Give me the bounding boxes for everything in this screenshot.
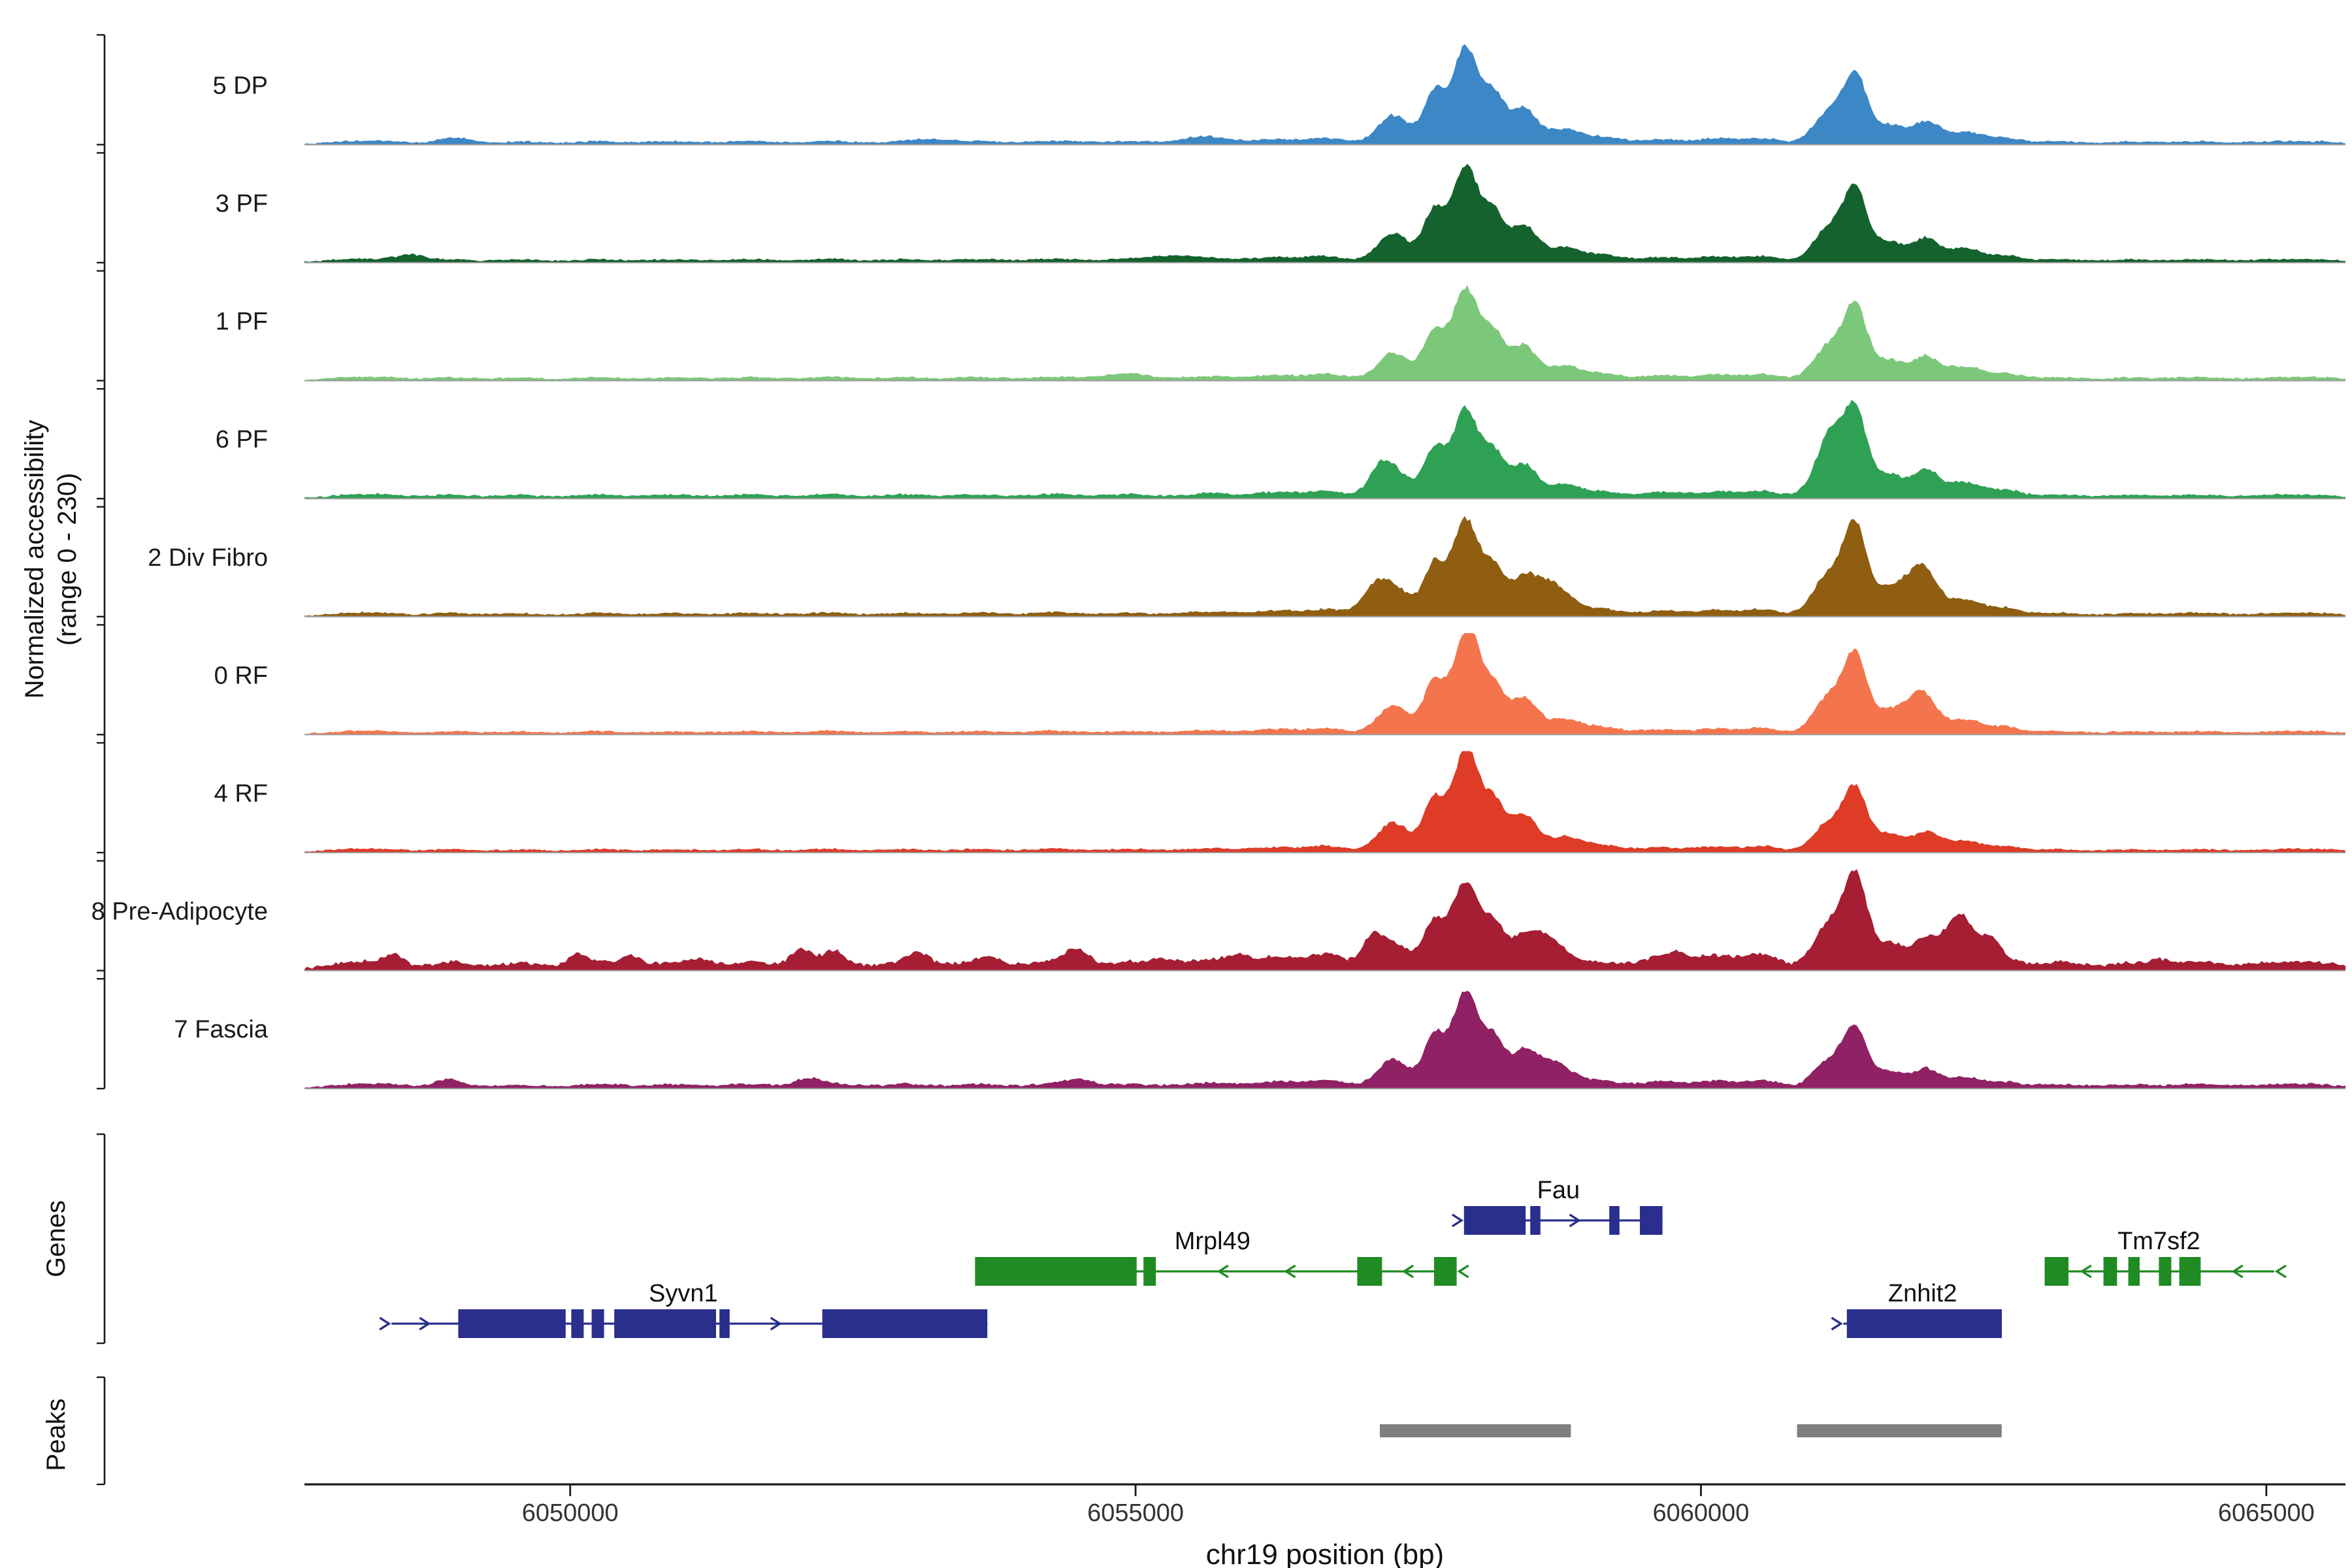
x-axis-label: chr19 position (bp) (1205, 1538, 1445, 1568)
x-tick-label: 6055000 (1087, 1499, 1184, 1527)
x-tick-label: 6060000 (1653, 1499, 1750, 1527)
peak-region-bar-2 (1797, 1424, 2002, 1437)
gene-exon (975, 1257, 1137, 1286)
track-label-2-div-fibro: 2 Div Fibro (148, 544, 268, 572)
gene-label-mrpl49: Mrpl49 (1175, 1228, 1250, 1255)
peak-region-bar-1 (1380, 1424, 1571, 1437)
gene-znhit2: Znhit2 (1831, 1280, 2002, 1338)
gene-exon (1463, 1206, 1526, 1235)
strand-arrow-icon (1457, 1264, 1469, 1279)
gene-exon (571, 1309, 584, 1338)
track-label-0-rf: 0 RF (214, 662, 268, 689)
gene-exon (614, 1309, 716, 1338)
coverage-track-0-rf (304, 633, 2345, 735)
gene-exon (1357, 1257, 1382, 1286)
gene-mrpl49: Mrpl49 (975, 1228, 1469, 1286)
strand-arrow-icon (1402, 1264, 1414, 1279)
coverage-track-2-div-fibro (304, 515, 2345, 617)
strand-arrow-icon (2274, 1264, 2287, 1279)
strand-arrow-icon (1284, 1264, 1296, 1279)
gene-exon (1434, 1257, 1457, 1286)
gene-exon (2128, 1257, 2140, 1286)
strand-arrow-icon (419, 1316, 431, 1331)
gene-label-syvn1: Syvn1 (649, 1280, 718, 1307)
gene-label-znhit2: Znhit2 (1888, 1280, 1957, 1307)
gene-exon (1530, 1206, 1541, 1235)
strand-arrow-icon (1831, 1316, 1843, 1331)
y-axis-label-line2: (range 0 - 230) (54, 472, 82, 646)
gene-exon (1846, 1309, 2002, 1338)
gene-exon (591, 1309, 604, 1338)
track-label-3-pf: 3 PF (216, 190, 268, 218)
coverage-track-8-pre-adipocyte (304, 869, 2345, 971)
y-axis-label-line1: Normalized accessibility (21, 419, 50, 699)
gene-exon (2159, 1257, 2172, 1286)
gene-exon (2044, 1257, 2068, 1286)
strand-arrow-icon (1451, 1213, 1464, 1228)
track-label-5-dp: 5 DP (213, 72, 268, 99)
gene-syvn1: Syvn1 (379, 1280, 988, 1338)
gene-exon (719, 1309, 730, 1338)
strand-arrow-icon (1217, 1264, 1229, 1279)
track-label-4-rf: 4 RF (214, 780, 268, 808)
track-label-6-pf: 6 PF (216, 426, 268, 453)
track-label-1-pf: 1 PF (216, 308, 268, 336)
coverage-track-5-dp (304, 44, 2345, 145)
gene-exon (2103, 1257, 2117, 1286)
strand-arrow-icon (379, 1316, 391, 1331)
coverage-track-3-pf (304, 163, 2345, 263)
strand-arrow-icon (1569, 1213, 1581, 1228)
gene-exon (2179, 1257, 2201, 1286)
strand-arrow-icon (2080, 1264, 2092, 1279)
track-label-8-pre-adipocyte: 8 Pre-Adipocyte (91, 898, 268, 926)
gene-exon (822, 1309, 988, 1338)
gene-exon (1143, 1257, 1156, 1286)
genes-section-label: Genes (42, 1200, 71, 1277)
gene-exon (1609, 1206, 1620, 1235)
x-tick-label: 6065000 (2218, 1499, 2315, 1527)
coverage-track-4-rf (304, 751, 2345, 853)
gene-label-tm7sf2: Tm7sf2 (2117, 1228, 2200, 1255)
gene-exon (1640, 1206, 1663, 1235)
x-tick-label: 6050000 (522, 1499, 619, 1527)
coverage-track-7-fascia (304, 990, 2345, 1089)
y-axis-label: Normalized accessibility (range 0 - 230) (20, 420, 85, 699)
track-label-7-fascia: 7 Fascia (174, 1016, 268, 1043)
strand-arrow-icon (770, 1316, 782, 1331)
strand-arrow-icon (2231, 1264, 2244, 1279)
coverage-track-6-pf (304, 400, 2345, 499)
gene-label-fau: Fau (1537, 1177, 1580, 1204)
coverage-track-1-pf (304, 285, 2345, 381)
gene-tm7sf2: Tm7sf2 (2044, 1228, 2287, 1286)
gene-fau: Fau (1451, 1177, 1663, 1235)
peaks-section-label: Peaks (42, 1398, 71, 1471)
gene-exon (458, 1309, 566, 1338)
